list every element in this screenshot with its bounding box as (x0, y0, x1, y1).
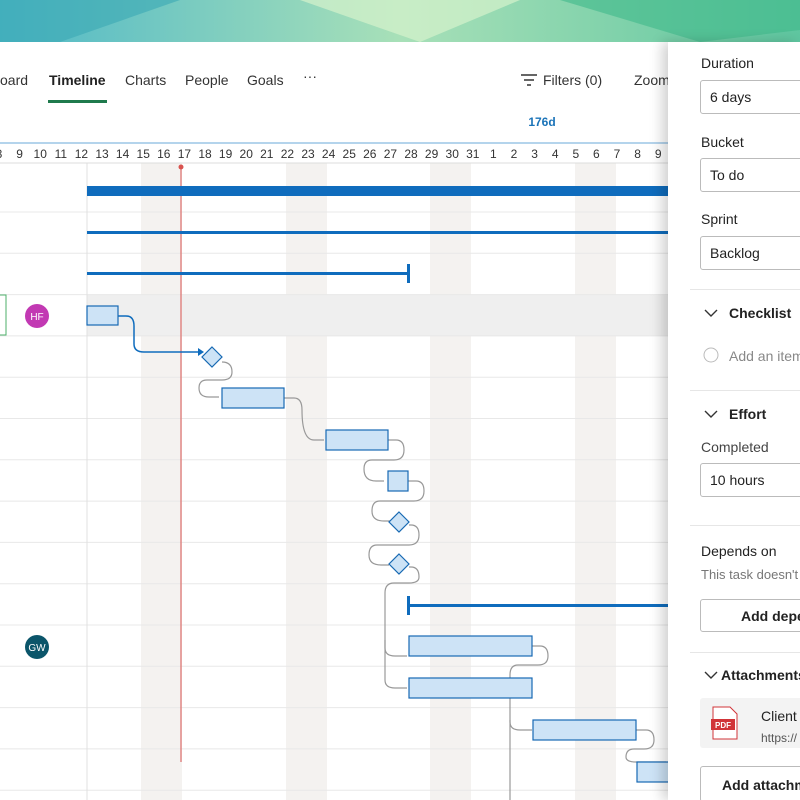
day-label: 3 (531, 147, 538, 161)
tab[interactable]: People (185, 72, 229, 88)
day-label: 23 (301, 147, 315, 161)
divider (690, 652, 800, 653)
day-label: 29 (425, 147, 439, 161)
field-label: Completed (701, 439, 769, 455)
attachment-url[interactable]: https:// (761, 731, 798, 745)
details-panel (668, 42, 800, 800)
section-title[interactable]: Checklist (729, 305, 792, 321)
add-dependency-button[interactable]: Add dependency (700, 599, 800, 632)
day-label: 9 (655, 147, 662, 161)
day-label: 6 (593, 147, 600, 161)
day-label: 22 (281, 147, 295, 161)
tab[interactable]: Charts (125, 72, 167, 88)
checkbox[interactable] (703, 347, 719, 363)
span-label: 176d (528, 115, 555, 129)
day-label: 8 (634, 147, 641, 161)
bucket-select[interactable]: To do (700, 158, 800, 192)
pdf-icon: PDF (711, 706, 738, 740)
sprint-select[interactable]: Backlog (700, 236, 800, 270)
day-label: 11 (55, 147, 68, 161)
filters-button[interactable]: Filters (0) (543, 72, 603, 88)
section-title[interactable]: Attachments (721, 667, 800, 683)
day-label: 27 (384, 147, 398, 161)
day-label: 20 (240, 147, 254, 161)
day-label: 2 (511, 147, 518, 161)
day-label: 16 (157, 147, 171, 161)
field-label: Sprint (701, 211, 738, 227)
day-label: 17 (178, 147, 192, 161)
completed-input[interactable]: 10 hours (700, 463, 800, 497)
chevron[interactable] (704, 409, 718, 419)
day-label: 1 (490, 147, 497, 161)
attachment-name[interactable]: Client (761, 708, 797, 724)
day-label: 28 (404, 147, 418, 161)
day-label: 21 (260, 147, 274, 161)
field-label: Bucket (701, 134, 744, 150)
add-attachment-button[interactable]: Add attachment (700, 766, 800, 800)
chevron[interactable] (704, 308, 718, 318)
divider (690, 525, 800, 526)
filter-icon (521, 74, 537, 86)
more-button[interactable]: ··· (303, 68, 317, 84)
day-label: 15 (137, 147, 151, 161)
avatar[interactable]: HF (30, 312, 43, 323)
field-label: Duration (701, 55, 754, 71)
divider (690, 390, 800, 391)
avatar[interactable]: GW (28, 643, 46, 654)
day-label: 31 (466, 147, 480, 161)
day-label: 12 (75, 147, 89, 161)
section-title[interactable]: Effort (729, 406, 767, 422)
day-label: 10 (34, 147, 48, 161)
svg-text:PDF: PDF (715, 721, 731, 730)
day-label: 8 (0, 147, 3, 161)
day-label: 24 (322, 147, 336, 161)
chevron[interactable] (704, 670, 718, 680)
day-label: 30 (446, 147, 460, 161)
day-label: 13 (95, 147, 109, 161)
banner (0, 0, 800, 42)
divider (690, 289, 800, 290)
zoom-button[interactable]: Zoom (634, 72, 668, 88)
tab-active[interactable]: Timeline (49, 72, 106, 88)
day-label: 18 (198, 147, 212, 161)
duration-input[interactable]: 6 days (700, 80, 800, 114)
gantt: 176d 89101112131415161718192021222324252… (0, 115, 668, 800)
day-label: 25 (343, 147, 357, 161)
day-label: 4 (552, 147, 559, 161)
hint: This task doesn't have any dependencies (701, 567, 800, 582)
tab[interactable]: oard (0, 72, 29, 88)
day-label: 9 (16, 147, 23, 161)
day-label: 19 (219, 147, 233, 161)
day-label: 5 (572, 147, 579, 161)
add-item[interactable]: Add an item (729, 348, 800, 364)
day-label: 26 (363, 147, 377, 161)
tab-underline (48, 100, 107, 103)
section-title: Depends on (701, 543, 777, 559)
day-label: 14 (116, 147, 130, 161)
tab[interactable]: Goals (247, 72, 284, 88)
details-content: Duration 6 days Bucket To do Sprint Back… (668, 42, 800, 800)
day-label: 7 (614, 147, 621, 161)
